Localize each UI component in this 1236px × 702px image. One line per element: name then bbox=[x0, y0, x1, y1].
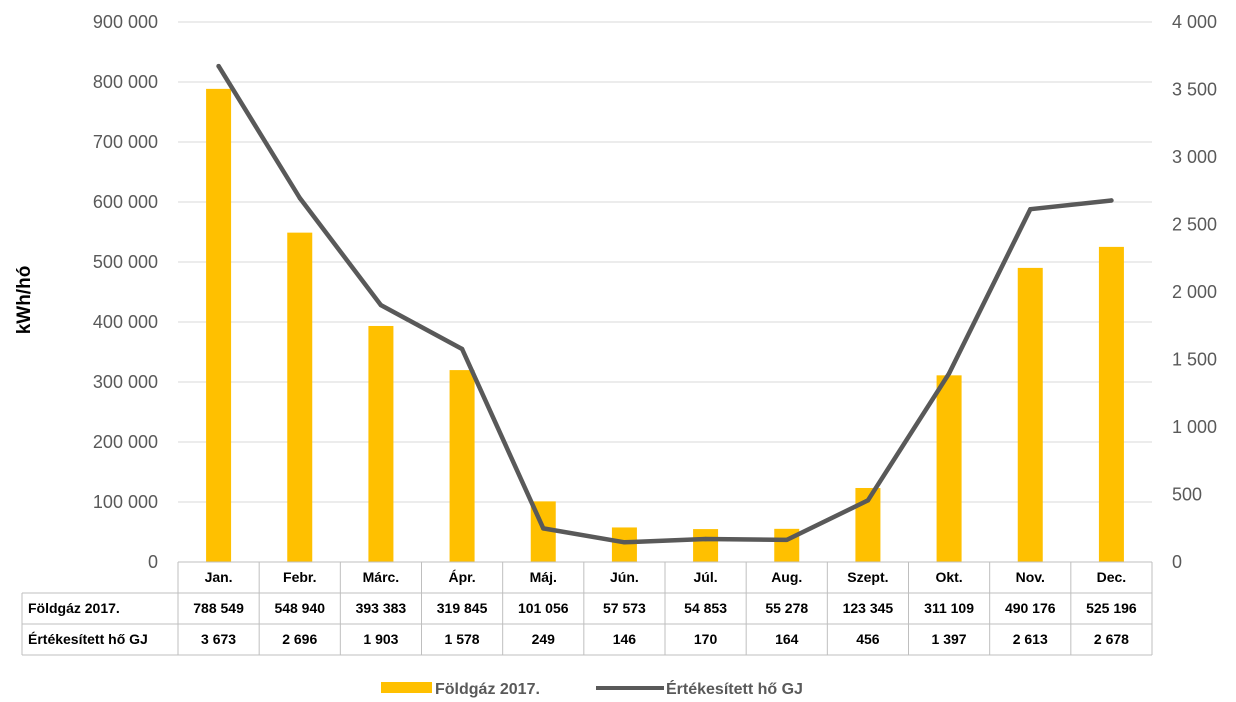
legend-line-label: Értékesített hő GJ bbox=[666, 679, 803, 698]
bar bbox=[936, 375, 962, 562]
y2-tick-label: 0 bbox=[1172, 552, 1182, 572]
table-series-name: Földgáz 2017. bbox=[28, 600, 120, 616]
data-label: 788 549 bbox=[193, 600, 244, 616]
data-label: 2 678 bbox=[1094, 631, 1129, 647]
line-point bbox=[541, 526, 546, 531]
line-point bbox=[1028, 207, 1033, 212]
category-label: Febr. bbox=[283, 569, 316, 585]
y-tick-label: 200 000 bbox=[93, 432, 158, 452]
y-tick-label: 700 000 bbox=[93, 132, 158, 152]
table-series-name: Értékesített hő GJ bbox=[28, 631, 148, 647]
category-label: Okt. bbox=[935, 569, 962, 585]
line-point bbox=[946, 371, 952, 376]
data-label: 123 345 bbox=[843, 600, 894, 616]
category-label: Aug. bbox=[771, 569, 802, 585]
y-tick-label: 800 000 bbox=[93, 72, 158, 92]
data-label: 1 397 bbox=[932, 631, 967, 647]
gridlines bbox=[178, 21, 1152, 503]
line-point bbox=[622, 540, 627, 545]
right-axis-ticks: 0 500 1 000 1 500 2 000 2 500 3 000 3 500 4 000 bbox=[1172, 12, 1217, 572]
category-label: Szept. bbox=[847, 569, 888, 585]
category-label: Jan. bbox=[205, 569, 233, 585]
line-point bbox=[1109, 198, 1114, 203]
data-label: 490 176 bbox=[1005, 600, 1056, 616]
line-point bbox=[216, 63, 221, 69]
bar bbox=[449, 370, 475, 562]
data-label: 2 696 bbox=[282, 631, 317, 647]
data-label: 164 bbox=[775, 631, 799, 647]
data-label: 456 bbox=[856, 631, 880, 647]
bar-series bbox=[206, 88, 1124, 563]
data-label: 1 903 bbox=[363, 631, 398, 647]
data-label: 311 109 bbox=[924, 600, 974, 616]
category-label: Nov. bbox=[1016, 569, 1045, 585]
category-label: Máj. bbox=[530, 569, 557, 585]
category-label: Dec. bbox=[1097, 569, 1127, 585]
data-label: 393 383 bbox=[356, 600, 407, 616]
bar bbox=[611, 527, 637, 562]
data-label: 249 bbox=[532, 631, 556, 647]
data-label: 3 673 bbox=[201, 631, 236, 647]
bar bbox=[287, 232, 313, 563]
data-label: 525 196 bbox=[1086, 600, 1137, 616]
line-series bbox=[216, 63, 1114, 545]
data-label: 57 573 bbox=[603, 600, 646, 616]
bar bbox=[1017, 267, 1043, 562]
legend: Földgáz 2017. Értékesített hő GJ bbox=[381, 679, 803, 698]
data-label: 101 056 bbox=[518, 600, 569, 616]
y-tick-label: 400 000 bbox=[93, 312, 158, 332]
y2-tick-label: 1 000 bbox=[1172, 417, 1217, 437]
data-label: 146 bbox=[613, 631, 637, 647]
data-label: 2 613 bbox=[1013, 631, 1048, 647]
line-point bbox=[784, 537, 789, 543]
left-axis-ticks: 0 100 000 200 000 300 000 400 000 500 000 600 … bbox=[93, 12, 158, 572]
y-tick-label: 500 000 bbox=[93, 252, 158, 272]
data-label: 1 578 bbox=[445, 631, 480, 647]
data-label: 170 bbox=[694, 631, 718, 647]
y2-tick-label: 1 500 bbox=[1172, 350, 1217, 370]
legend-bar-label: Földgáz 2017. bbox=[435, 681, 540, 698]
line-point bbox=[459, 346, 465, 352]
y2-tick-label: 4 000 bbox=[1172, 12, 1217, 32]
bar bbox=[206, 88, 232, 562]
y2-tick-label: 500 bbox=[1172, 485, 1202, 505]
series-line bbox=[216, 63, 1114, 545]
y2-tick-label: 3 000 bbox=[1172, 147, 1217, 167]
data-label: 548 940 bbox=[274, 600, 325, 616]
legend-bar-swatch bbox=[381, 682, 432, 693]
bar bbox=[1098, 246, 1124, 563]
y2-tick-label: 3 500 bbox=[1172, 80, 1217, 100]
bar bbox=[693, 529, 719, 562]
y2-tick-label: 2 500 bbox=[1172, 215, 1217, 235]
y2-tick-label: 2 000 bbox=[1172, 282, 1217, 302]
line-point bbox=[703, 536, 708, 542]
category-label: Jún. bbox=[610, 569, 639, 585]
bar bbox=[368, 325, 394, 562]
category-label: Júl. bbox=[694, 569, 718, 585]
y-axis-label: kWh/hó bbox=[14, 266, 35, 335]
y-tick-label: 100 000 bbox=[93, 492, 158, 512]
y-tick-label: 900 000 bbox=[93, 12, 158, 32]
y-tick-label: 300 000 bbox=[93, 372, 158, 392]
category-label: Márc. bbox=[363, 569, 400, 585]
line-point bbox=[297, 195, 302, 201]
y-tick-label: 600 000 bbox=[93, 192, 158, 212]
data-label: 319 845 bbox=[437, 600, 488, 616]
line-point bbox=[378, 302, 384, 308]
category-label: Ápr. bbox=[448, 569, 475, 585]
line-point bbox=[865, 498, 871, 503]
data-label: 54 853 bbox=[684, 600, 727, 616]
y-tick-label: 0 bbox=[148, 552, 158, 572]
data-table: Jan. Febr. Márc. Ápr. Máj. Jún. Júl. Aug. Szept.… bbox=[21, 561, 1153, 656]
data-label: 55 278 bbox=[765, 600, 808, 616]
